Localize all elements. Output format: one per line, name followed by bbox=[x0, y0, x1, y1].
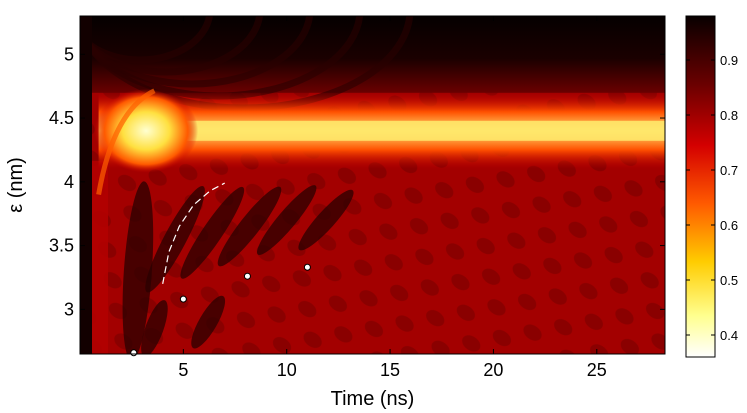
interference-lobe bbox=[145, 185, 205, 293]
upper-ring-arc bbox=[80, 16, 214, 64]
bright-band-core bbox=[113, 120, 665, 141]
onset-edge bbox=[96, 88, 156, 195]
x-axis-label: Time (ns) bbox=[331, 388, 415, 410]
data-marker-2 bbox=[179, 295, 187, 303]
colorbar-tick-label: 0.4 bbox=[720, 328, 738, 343]
y-tick-label: 3 bbox=[64, 299, 74, 319]
colorbar: 0.4 0.5 0.6 0.7 0.8 0.9 bbox=[685, 15, 738, 358]
data-marker-4 bbox=[303, 263, 311, 271]
y-tick-label: 4.5 bbox=[49, 108, 74, 128]
y-tick-label: 3.5 bbox=[49, 236, 74, 256]
colorbar-tick-label: 0.6 bbox=[720, 218, 738, 233]
early-time-bright-strip bbox=[92, 160, 108, 354]
plot-frame bbox=[79, 15, 666, 355]
data-marker-3 bbox=[243, 272, 251, 280]
colorbar-gradient bbox=[686, 16, 715, 357]
y-tick-label: 5 bbox=[64, 44, 74, 64]
axes: 5 10 15 20 25 3 3.5 4 4.5 5 Time (ns) ε (nm) bbox=[5, 15, 666, 410]
x-tick-label: 10 bbox=[277, 360, 297, 380]
interference-lobe bbox=[122, 181, 154, 354]
plot-area bbox=[80, 16, 665, 354]
interference-lobe bbox=[256, 185, 317, 256]
early-time-strip bbox=[80, 16, 92, 354]
colorbar-tick-label: 0.5 bbox=[720, 273, 738, 288]
interference-lobe bbox=[141, 300, 168, 354]
x-tick-label: 5 bbox=[178, 360, 188, 380]
colorbar-frame bbox=[685, 15, 716, 358]
interference-lobe bbox=[298, 189, 354, 251]
upper-ring-arc bbox=[80, 16, 314, 88]
x-tick-label: 15 bbox=[380, 360, 400, 380]
interference-lobe bbox=[191, 295, 226, 349]
x-tick-label: 20 bbox=[483, 360, 503, 380]
y-tick-label: 4 bbox=[64, 172, 74, 192]
colorbar-tick-label: 0.9 bbox=[720, 53, 738, 68]
colorbar-tick-label: 0.8 bbox=[720, 108, 738, 123]
bright-band-onset bbox=[94, 88, 199, 173]
x-tick-label: 25 bbox=[587, 360, 607, 380]
dashed-guide-curve bbox=[162, 182, 225, 284]
y-axis-label: ε (nm) bbox=[5, 157, 27, 213]
interference-lobe bbox=[180, 186, 245, 279]
upper-ring-arc bbox=[80, 16, 264, 76]
colorbar-tick-label: 0.7 bbox=[720, 163, 738, 178]
data-marker-1 bbox=[130, 349, 138, 357]
interference-lobe bbox=[217, 186, 282, 267]
